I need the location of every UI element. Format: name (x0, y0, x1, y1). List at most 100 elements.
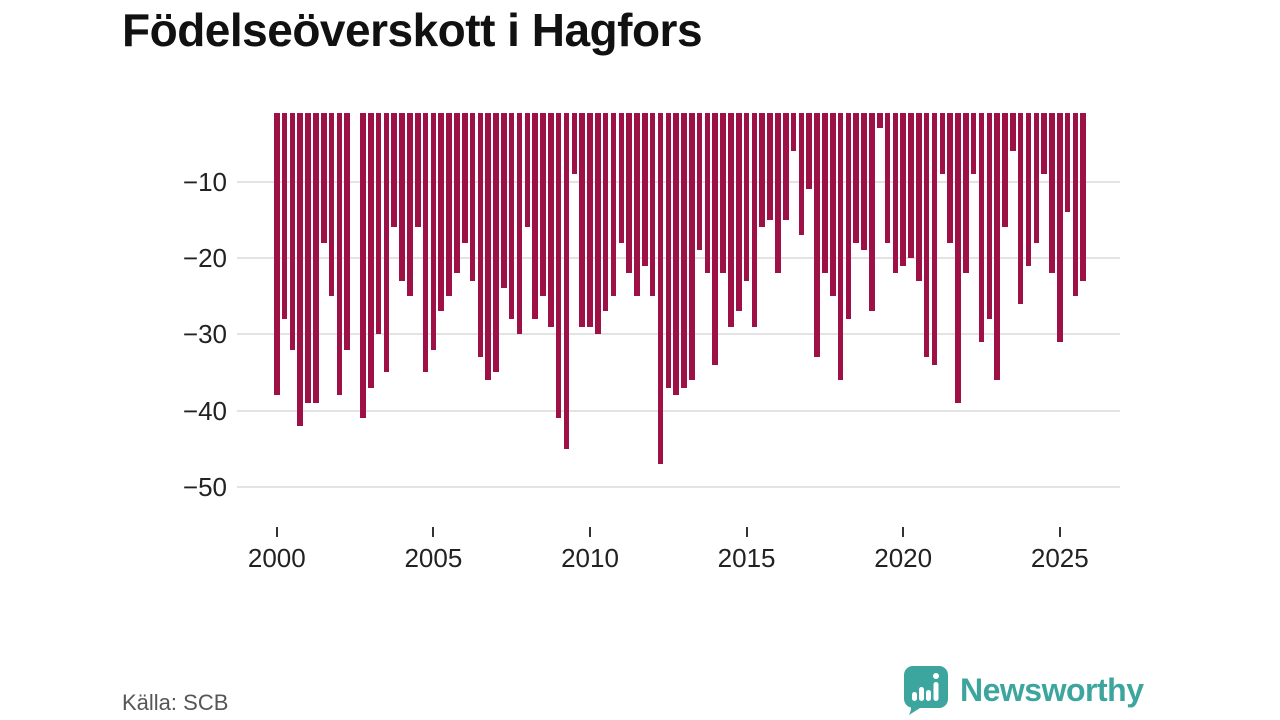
bar (493, 113, 499, 373)
bar (963, 113, 969, 274)
y-axis-tick-label: −10 (182, 166, 227, 197)
y-axis-tick-label: −40 (182, 395, 227, 426)
bar (320, 113, 327, 243)
bar (1049, 113, 1055, 274)
bar (485, 113, 491, 381)
bar (994, 113, 1000, 381)
bar (1064, 113, 1071, 213)
bar (438, 113, 445, 312)
bar (681, 113, 687, 388)
bar (775, 113, 781, 274)
x-axis-tick-label: 2025 (1030, 543, 1089, 573)
newsworthy-wordmark: Newsworthy (960, 672, 1144, 708)
bar (900, 113, 906, 266)
bar (720, 113, 726, 274)
bar (610, 113, 617, 297)
bar (790, 113, 797, 152)
bar (1072, 113, 1079, 297)
bar (454, 113, 460, 274)
bar (751, 113, 758, 327)
bar (540, 113, 546, 297)
bar (665, 113, 672, 388)
bar (759, 113, 766, 228)
bar (696, 113, 703, 251)
x-axis-tick-label: 2010 (561, 543, 619, 573)
x-axis-tick (275, 527, 278, 537)
bar (579, 113, 585, 327)
bar (360, 113, 366, 419)
gridline (237, 485, 1120, 488)
bar (798, 113, 805, 236)
bar (508, 113, 515, 319)
bar (884, 113, 891, 243)
bar (383, 113, 390, 373)
bar (767, 113, 773, 220)
bar (688, 113, 695, 381)
bar (555, 113, 562, 419)
bar (814, 113, 820, 358)
bar (281, 113, 288, 319)
bar (704, 113, 711, 274)
bar (548, 113, 554, 327)
x-axis-tick-label: 2015 (717, 543, 776, 573)
bar (673, 113, 679, 396)
bar (407, 113, 413, 297)
bar (822, 113, 828, 274)
newsworthy-logo: Newsworthy (903, 665, 1144, 715)
bar (853, 113, 859, 243)
bar (618, 113, 625, 243)
bar (461, 113, 468, 243)
bar (806, 113, 813, 190)
bar (626, 113, 632, 274)
bar (501, 113, 507, 289)
bar (422, 113, 429, 373)
bar (955, 113, 961, 403)
bar (571, 113, 578, 175)
bar (970, 113, 977, 175)
x-axis-tick (902, 527, 905, 537)
bar (743, 113, 750, 281)
newsworthy-badge-icon (904, 666, 948, 715)
bar (524, 113, 531, 228)
x-axis-tick-label: 2000 (247, 543, 306, 573)
bar (908, 113, 914, 258)
bar (516, 113, 523, 335)
y-axis-tick-label: −50 (182, 471, 227, 502)
bar (563, 113, 570, 449)
x-axis-tick-label: 2020 (874, 543, 933, 573)
bar (837, 113, 844, 381)
chart-plot-area (237, 113, 1120, 525)
bar (430, 113, 437, 350)
bar (876, 113, 883, 129)
gridline (237, 409, 1120, 412)
bar (297, 113, 304, 426)
bar (414, 113, 421, 228)
bar (375, 113, 382, 335)
bar (939, 113, 946, 175)
bar (305, 113, 311, 403)
bar (1017, 113, 1024, 304)
bar (1010, 113, 1016, 152)
bar (336, 113, 343, 396)
x-axis-tick (745, 527, 748, 537)
x-axis-tick-label: 2005 (404, 543, 463, 573)
bar (642, 113, 648, 266)
bar (728, 113, 734, 327)
bar (923, 113, 930, 358)
bar (1057, 113, 1063, 342)
bar (477, 113, 484, 358)
bar (595, 113, 601, 335)
bar (1033, 113, 1040, 243)
bar (587, 113, 593, 327)
bar (986, 113, 993, 319)
bar (446, 113, 452, 297)
bar (634, 113, 640, 297)
bar (602, 113, 609, 312)
bar (1041, 113, 1047, 175)
bar (532, 113, 538, 319)
bar (869, 113, 875, 312)
bar (861, 113, 867, 251)
bar (735, 113, 742, 312)
bar (978, 113, 985, 342)
